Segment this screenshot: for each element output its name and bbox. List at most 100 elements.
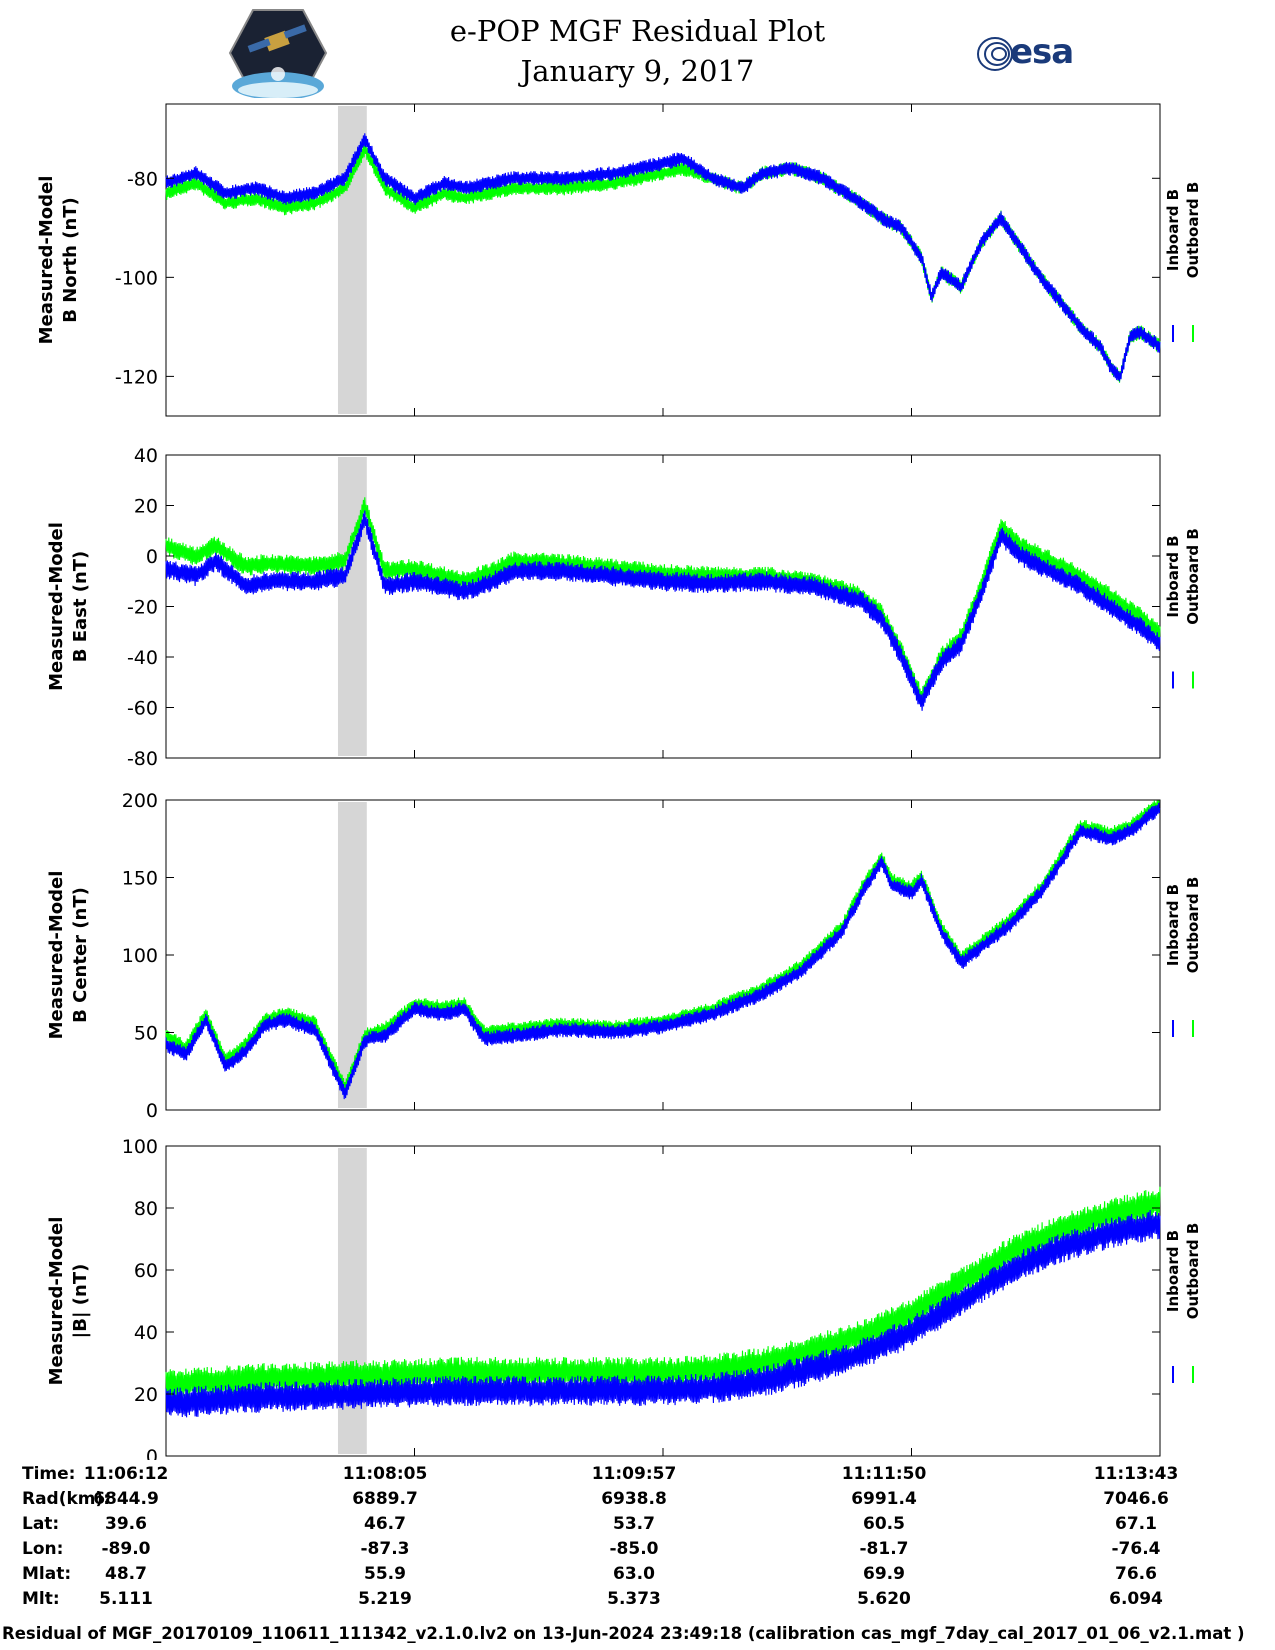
y-tick-label: -40 [127,647,158,669]
series-line-outboard [165,799,1161,1092]
info-row-value: -76.4 [1111,1539,1161,1559]
info-row-label: Mlat: [22,1564,72,1584]
info-row: Mlt: 5.111 5.219 5.373 5.620 6.094 [22,1589,1262,1613]
y-axis-label: Measured-Model [46,871,67,1040]
y-axis-label: Measured-Model [36,176,57,345]
y-tick-label: 20 [134,496,158,518]
info-row-value: 63.0 [613,1564,655,1584]
info-row-label: Mlt: [22,1589,60,1609]
y-tick-label: -120 [115,366,158,388]
info-row-value: 7046.6 [1103,1489,1169,1509]
cassiope-logo [228,9,328,98]
info-row-value: 11:09:57 [591,1464,677,1484]
info-row: Lat: 39.6 46.7 53.7 60.5 67.1 [22,1514,1262,1538]
axes-frame [165,1145,1161,1457]
shaded-interval [337,802,367,1108]
info-row-value: 11:13:43 [1093,1464,1179,1484]
footer-caption: Residual of MGF_20170109_110611_111342_v… [2,1624,1245,1643]
axes-frame [165,454,1161,759]
y-tick-label: -60 [127,698,158,720]
y-tick-label: 100 [122,1136,158,1158]
legend-outboard-label: Outboard B [1184,182,1202,279]
info-row-value: 67.1 [1115,1514,1157,1534]
y-tick-label: 60 [134,1260,158,1282]
legend-outboard-label: Outboard B [1184,1223,1202,1320]
y-axis-label: Measured-Model [46,522,67,691]
y-tick-label: 50 [134,1023,158,1045]
info-row-value: 76.6 [1115,1564,1157,1584]
info-row-value: 11:06:12 [83,1464,169,1484]
esa-swirl-icon [977,37,1013,71]
info-row-value: 53.7 [613,1514,655,1534]
shaded-interval [337,457,367,756]
series-line-inboard [165,133,1161,382]
info-row-label: Lat: [22,1514,60,1534]
series-line-inboard [165,510,1161,711]
y-tick-label: 200 [122,790,158,812]
info-row-value: 55.9 [364,1564,406,1584]
series-line-outboard [165,143,1161,383]
series-line-outboard [165,1186,1161,1400]
series-line-inboard [165,801,1161,1100]
info-row: Rad(km): 6844.9 6889.7 6938.8 6991.4 7046.6 [22,1489,1262,1513]
info-row-value: 39.6 [105,1514,147,1534]
legend-inboard-label: Inboard B [1164,189,1182,271]
plot-title: e-POP MGF Residual Plot [449,14,826,48]
y-axis-label: B North (nT) [60,197,81,323]
y-tick-label: 20 [134,1384,158,1406]
legend-inboard-label: Inboard B [1164,884,1182,966]
info-row-value: 6938.8 [601,1489,667,1509]
y-tick-label: 100 [122,945,158,967]
info-row-value: 5.620 [857,1589,911,1609]
y-tick-label: 150 [122,868,158,890]
y-tick-label: 80 [134,1198,158,1220]
y-tick-label: -80 [127,748,158,770]
legend-inboard-label: Inboard B [1164,1230,1182,1312]
info-row: Lon: -89.0 -87.3 -85.0 -81.7 -76.4 [22,1539,1262,1563]
y-tick-label: 0 [146,1100,158,1122]
y-axis-label: B Center (nT) [70,887,91,1023]
axes-frame [165,799,1161,1111]
info-row-value: 46.7 [364,1514,406,1534]
info-row-value: 48.7 [105,1564,147,1584]
info-row: Mlat: 48.7 55.9 63.0 69.9 76.6 [22,1564,1262,1588]
info-row-value: 5.373 [607,1589,661,1609]
info-row-value: 5.111 [99,1589,153,1609]
info-row-value: 69.9 [863,1564,905,1584]
info-row-value: 6889.7 [352,1489,418,1509]
info-row-value: -87.3 [360,1539,410,1559]
esa-logo-text: esa [1010,32,1074,72]
legend-outboard-label: Outboard B [1184,877,1202,974]
y-axis-label: B East (nT) [70,551,91,663]
info-row-value: 11:08:05 [342,1464,428,1484]
y-tick-label: -80 [127,168,158,190]
y-axis-label: Measured-Model [46,1217,67,1386]
info-row-value: 60.5 [863,1514,905,1534]
axes-frame [165,103,1161,417]
legend-inboard-label: Inboard B [1164,535,1182,617]
legend-outboard-label: Outboard B [1184,528,1202,625]
y-tick-label: -100 [115,267,158,289]
info-row-value: 6991.4 [851,1489,917,1509]
info-row: Time: 11:06:12 11:08:05 11:09:57 11:11:50 11:… [22,1464,1262,1488]
esa-logo [975,32,1095,76]
info-row-value: 6.094 [1109,1589,1163,1609]
info-row-value: -81.7 [859,1539,909,1559]
y-tick-label: 0 [146,1446,158,1460]
info-row-value: -85.0 [609,1539,659,1559]
info-row-value: 6844.9 [93,1489,159,1509]
info-row-value: -89.0 [101,1539,151,1559]
info-row-label: Time: [22,1464,76,1484]
y-tick-label: -20 [127,597,158,619]
info-row-value: 11:11:50 [841,1464,927,1484]
y-tick-label: 40 [134,1322,158,1344]
info-row-value: 5.219 [358,1589,412,1609]
series-line-inboard [165,1209,1161,1418]
info-row-label: Rad(km): [22,1489,111,1509]
plot-date: January 9, 2017 [520,54,755,88]
y-tick-label: 40 [134,445,158,467]
orbit-info-table: Time: 11:06:12 11:08:05 11:09:57 11:11:50 11:… [22,1464,1262,1614]
y-axis-label: |B| (nT) [70,1264,91,1339]
info-row-label: Lon: [22,1539,64,1559]
